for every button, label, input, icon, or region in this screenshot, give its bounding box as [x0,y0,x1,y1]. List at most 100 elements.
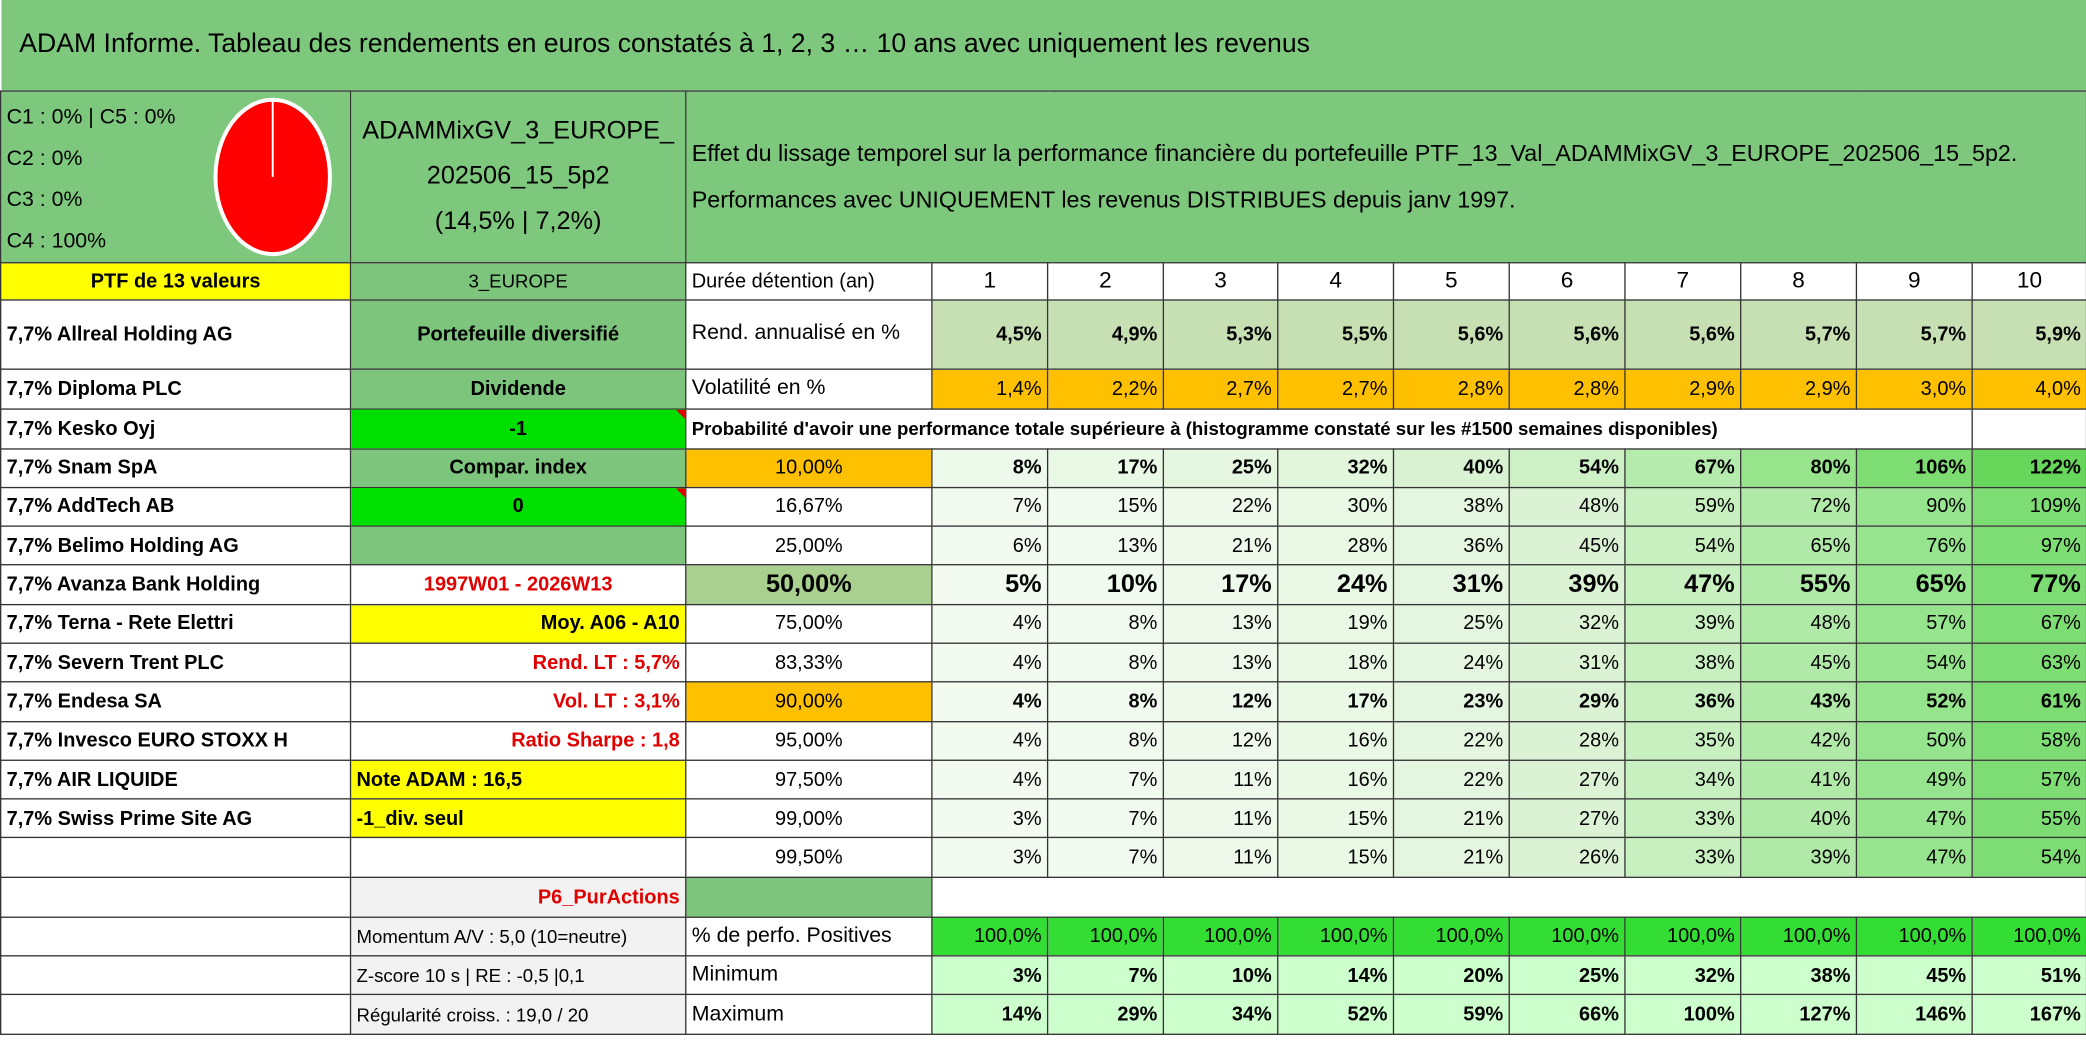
value-cell: 25% [1162,447,1279,488]
table-row: P6_PurActions [0,876,2086,918]
table-row: 7,7% Belimo Holding AG 25,00% 6% 13% 21% 28% 3… [0,525,2086,566]
value-cell: 31% [1508,642,1626,683]
holding: 7,7% Diploma PLC [0,367,352,410]
allocation-cell: C1 : 0% | C5 : 0% C2 : 0% C3 : 0% C4 : 1… [0,89,352,263]
value-cell: 100,0% [1740,916,1858,957]
value-cell: 27% [1508,759,1626,800]
portfolio-cell: ADAMMixGV_3_EUROPE_202506_15_5p2 (14,5% … [349,89,687,263]
value-cell: 18% [1277,642,1395,683]
value-cell: 2,9% [1624,367,1742,410]
value-cell: 5% [931,564,1049,605]
value-cell: 127% [1740,994,1858,1035]
allocation-line: C1 : 0% | C5 : 0% [6,105,176,129]
value-cell: 58% [1971,720,2086,761]
table-row: 7,7% Endesa SA Vol. LT : 3,1% 90,00% 4% 8% 12… [0,681,2086,722]
holdings-header: PTF de 13 valeurs [0,261,352,300]
value-cell: 10% [1046,564,1165,605]
value-cell: 51% [1971,955,2086,996]
value-cell: 48% [1508,486,1626,527]
value-cell: 109% [1971,486,2086,527]
value-cell: 52% [1855,681,1973,722]
info-cell: P6_PurActions [349,876,687,918]
value-cell: 2,7% [1162,367,1279,410]
value-cell: 7% [1046,759,1165,800]
info-cell: 0 [349,486,687,527]
holding: 7,7% AddTech AB [0,486,352,527]
value-cell: 54% [1855,642,1973,683]
value-cell: 29% [1508,681,1626,722]
holding: 7,7% Terna - Rete Elettri [0,603,352,644]
value-cell: 100,0% [1046,916,1165,957]
value-cell: 55% [1971,798,2086,839]
value-cell: 8% [1046,603,1165,644]
info-cell: Compar. index [349,447,687,488]
value-cell: 47% [1624,564,1742,605]
value-cell: 21% [1392,798,1510,839]
value-cell: 12% [1162,681,1279,722]
empty-cell [0,876,352,918]
row-label: Maximum [685,994,933,1035]
value-cell: 29% [1046,994,1165,1035]
value-cell: 6% [931,525,1049,566]
info-cell: Régularité croiss. : 19,0 / 20 [349,994,687,1035]
value-cell: 24% [1392,642,1510,683]
empty-cell [0,837,352,878]
value-cell: 16% [1277,720,1395,761]
year-header: 4 [1277,261,1395,300]
quantile-label: 97,50% [685,759,933,800]
table-row: 7,7% Avanza Bank Holding 1997W01 - 2026W1… [0,564,2086,605]
year-header: 1 [931,261,1049,300]
value-cell: 11% [1162,837,1279,878]
value-cell: 97% [1971,525,2086,566]
value-cell: 106% [1855,447,1973,488]
value-cell: 7% [1046,798,1165,839]
value-cell: 39% [1740,837,1858,878]
row-label: % de perfo. Positives [685,916,933,957]
value-cell: 33% [1624,837,1742,878]
value-cell: 15% [1277,837,1395,878]
value-cell: 63% [1971,642,2086,683]
value-cell: 50% [1855,720,1973,761]
quantile-label: 50,00% [685,564,933,605]
allocation-line: C4 : 100% [6,229,107,253]
value-cell: 30% [1277,486,1395,527]
value-cell: 54% [1624,525,1742,566]
value-cell: 100,0% [1277,916,1395,957]
value-cell: 65% [1855,564,1973,605]
value-cell: 72% [1740,486,1858,527]
value-cell: 15% [1277,798,1395,839]
value-cell: 49% [1855,759,1973,800]
allocation-line: C2 : 0% [6,146,83,170]
value-cell: 4% [931,603,1049,644]
value-cell: 57% [1855,603,1973,644]
value-cell: 5,6% [1508,298,1626,370]
value-cell: 36% [1624,681,1742,722]
info-cell: Z-score 10 s | RE : -0,5 |0,1 [349,955,687,996]
holding: 7,7% Avanza Bank Holding [0,564,352,605]
row-label: Rend. annualisé en % [685,298,933,370]
holding: 7,7% Swiss Prime Site AG [0,798,352,839]
value-cell: 59% [1392,994,1510,1035]
value-cell: 66% [1508,994,1626,1035]
empty-cell [0,916,352,957]
value-cell: 22% [1392,759,1510,800]
value-cell: 7% [1046,837,1165,878]
value-cell: 39% [1508,564,1626,605]
table-row: 7,7% AddTech AB 0 16,67% 7% 15% 22% 30% 38% 48% 5… [0,486,2086,527]
column-label: Durée détention (an) [685,261,933,300]
quantile-label: 83,33% [685,642,933,683]
portfolio-name: ADAMMixGV_3_EUROPE_202506_15_5p2 [362,116,675,190]
value-cell: 11% [1162,798,1279,839]
info-empty [349,525,687,566]
holding: 7,7% Belimo Holding AG [0,525,352,566]
value-cell: 7% [931,486,1049,527]
value-cell: 17% [1277,681,1395,722]
value-cell: 67% [1624,447,1742,488]
value-cell: 100,0% [1162,916,1279,957]
value-cell: 25% [1392,603,1510,644]
value-cell: 32% [1624,955,1742,996]
value-cell: 42% [1740,720,1858,761]
description: Effet du lissage temporel sur la perform… [685,89,2086,263]
value-cell: 27% [1508,798,1626,839]
